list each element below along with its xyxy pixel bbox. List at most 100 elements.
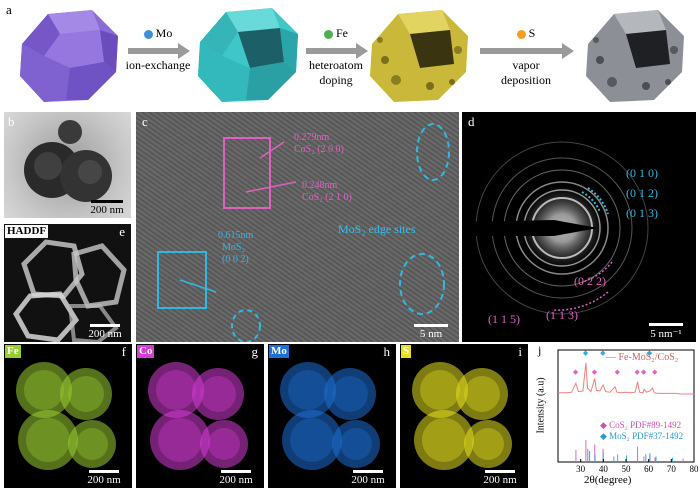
eds-scale: 200 nm [82,470,126,486]
step-fe-process-2: doping [319,73,353,87]
eds-element-tag: S [401,345,412,358]
step-mo-process: ion-exchange [125,58,191,72]
eds-map-fe: Fe f 200 nm [4,344,132,488]
grey-porous-particle [586,10,684,102]
x-axis-label: 2θ(degree) [584,474,632,486]
y-axis-label: Intensity (a.u) [535,377,547,434]
ref-name-mos2: MoS₂ PDF#37-1492 [609,431,684,441]
blue-phase: MoS₂ [222,242,245,253]
eds-map-signal [412,362,512,470]
panel-d-label: d [468,114,475,129]
panel-j-xrd-chart: ◆ ◆ ◆ ◆ ◆ ◆ ◆ ◆ ◆ 30 40 50 60 70 80 j — Fe-MoS₂/CoS₂ ◆… [534,344,698,488]
x-tick-label: 40 [599,464,609,474]
process-arrows [128,43,574,59]
mo-dot-icon [143,29,153,39]
panel-e-label: e [119,224,125,239]
blue-d-spacing: 0.615nm [218,230,254,241]
eds-panel-label: f [121,344,126,359]
pink-plane-1: CoS₂ (2 0 0) [294,144,344,155]
peak-marker-cos2: ◆ [652,368,658,376]
panel-c-overlays [157,123,450,342]
eds-scale: 200 nm [214,470,258,486]
plot-frame [557,349,695,463]
peak-marker-cos2: ◆ [635,368,641,376]
panel-e-scale: 200 nm [83,324,127,340]
ref-legend-cos2: ◆ CoS₂ PDF#89-1492 [600,420,682,430]
x-tick-label: 70 [667,464,677,474]
peak-marker-mos2: ◆ [647,349,653,357]
step-s-process-1: vapor [512,58,540,72]
xrd-pattern-line [558,362,694,395]
haddf-tag: HADDF [5,225,49,238]
ring-012: (0 1 2) [626,186,658,200]
panel-b-label: b [8,114,15,129]
eds-scale: 200 nm [478,470,522,486]
panel-a-label: a [6,2,12,17]
fe-dot-icon [324,29,333,39]
purple-polyhedron [20,10,118,102]
saed-rings [462,141,649,315]
panel-c-hrtem-image: c 0.279nm CoS₂ (2 0 0) 0.248nm CoS₂ (2 1… [136,112,459,342]
eds-panel-label: i [518,344,522,359]
ring-022: (0 2 2) [574,274,606,288]
eds-map-signal [16,362,116,470]
blue-plane: (0 0 2) [222,254,249,265]
eds-scale-text: 200 nm [87,474,121,486]
panel-j-label: j [538,344,542,357]
x-tick-label: 80 [690,464,699,474]
step-s-process-2: deposition [501,73,551,87]
ring-113: (1 1 3) [546,308,578,322]
eds-map-mo: Mo h 200 nm [268,344,396,488]
ring-013: (0 1 3) [626,206,658,220]
panel-c-scale-text: 5 nm [419,328,443,340]
peak-marker-cos2: ◆ [592,368,598,376]
ref-name-cos2: CoS₂ PDF#89-1492 [609,420,682,430]
eds-panel-label: g [251,344,259,359]
eds-map-signal [148,362,248,470]
x-tick-label: 30 [576,464,586,474]
eds-map-co: Co g 200 nm [136,344,264,488]
eds-element-tag: Mo [269,345,289,358]
step-s-element: S [528,26,536,40]
eds-panel-label: h [383,344,391,359]
step-mo-element: Mo [155,26,173,40]
tem-particles [24,120,112,202]
series-name: Fe-MoS₂/CoS₂ [618,352,679,363]
step-fe: Fe [300,26,372,41]
step-fe-element: Fe [336,26,348,40]
teal-polyhedron [198,8,298,102]
panel-b-tem-image: b 200 nm [4,112,131,218]
panel-d-scale: 5 nm⁻¹ [642,323,690,340]
xrd-plot: ◆ ◆ ◆ ◆ ◆ ◆◆ ◆ ◆30 40 50 60 70 80 [557,349,699,474]
panel-e-haddf-image: HADDF e 200 nm [4,224,131,342]
peak-marker-cos2: ◆ [573,368,579,376]
peak-marker-mos2: ◆ [583,349,589,357]
panel-c-label: c [142,114,148,129]
panel-c-scale: 5 nm [411,324,451,340]
step-fe-process-1: heteroatom [309,58,363,72]
pink-d-spacing-2: 0.248nm [302,180,338,191]
panel-b-scale: 200 nm [87,200,127,216]
eds-element-tag: Co [137,345,155,358]
haddf-particles [13,239,127,342]
step-mo: Mo [122,26,194,41]
eds-scale-text: 200 nm [219,474,253,486]
peak-marker-cos2: ◆ [615,368,621,376]
panel-e-scale-text: 200 nm [88,328,122,340]
peak-marker-cos2: ◆ [641,368,647,376]
panel-a-schematic [20,8,684,102]
yellow-porous-particle [370,10,468,102]
eds-map-signal [280,362,380,470]
ref-legend-mos2: ◆ MoS₂ PDF#37-1492 [600,431,684,441]
panel-d-scale-text: 5 nm⁻¹ [650,328,682,340]
series-legend: — Fe-MoS₂/CoS₂ [606,352,679,363]
eds-scale: 200 nm [346,470,390,486]
ring-010: (0 1 0) [626,166,658,180]
x-tick-label: 60 [644,464,654,474]
peak-marker-mos2: ◆ [600,349,606,357]
x-tick-label: 50 [622,464,632,474]
eds-element-tag: Fe [5,345,21,358]
panel-d-saed-image: d (0 1 0) (0 1 2) (0 1 3) (0 2 2) (1 1 3… [462,112,696,342]
eds-scale-text: 200 nm [351,474,385,486]
